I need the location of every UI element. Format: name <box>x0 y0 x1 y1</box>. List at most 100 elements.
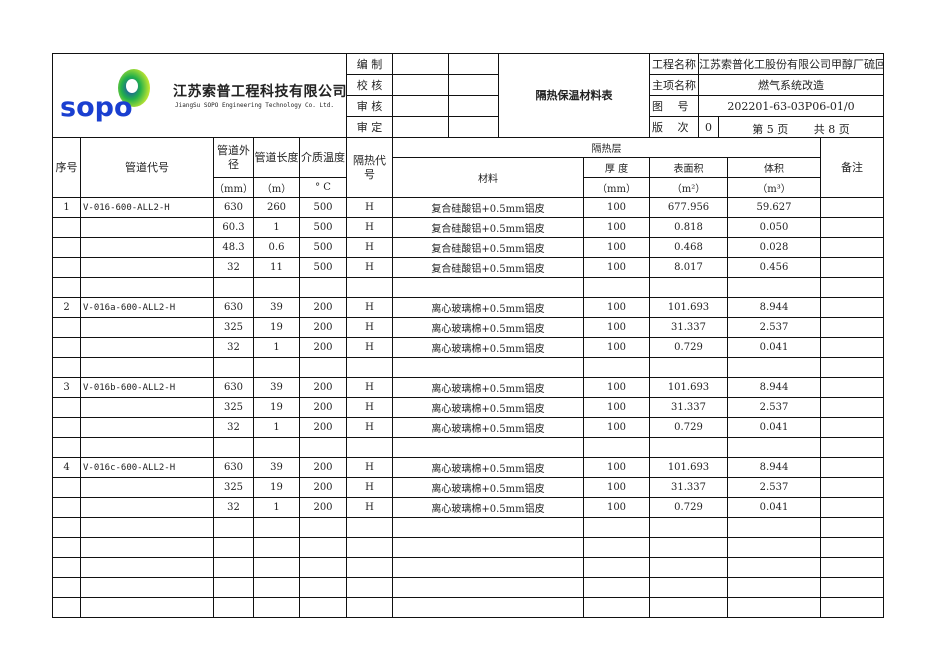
cell-outer-diameter <box>213 577 254 598</box>
cell-insulation-code <box>346 517 393 538</box>
cell-material: 离心玻璃棉+0.5mm铝皮 <box>392 397 584 418</box>
cell-pipe-length: 1 <box>253 497 300 518</box>
cell-pipe-length <box>253 597 300 618</box>
sign-cell <box>448 116 499 138</box>
cell-surface-area <box>649 357 728 378</box>
cell-pipe-length <box>253 277 300 298</box>
cell-outer-diameter: 32 <box>213 337 254 358</box>
cell-material: 复合硅酸铝+0.5mm铝皮 <box>392 237 584 258</box>
cell-pipe-length: 1 <box>253 337 300 358</box>
cell-outer-diameter: 32 <box>213 417 254 438</box>
company-name-en: JiangSu SOPO Engineering Technology Co. … <box>175 102 334 109</box>
cell-pipe-length <box>253 537 300 558</box>
table-row: 48.3 0.6 500 H 复合硅酸铝+0.5mm铝皮 100 0.468 0.028 <box>52 237 884 258</box>
cell-volume: 2.537 <box>727 317 821 338</box>
cell-outer-diameter <box>213 437 254 458</box>
cell-insulation-code <box>346 537 393 558</box>
cell-material <box>392 577 584 598</box>
cell-insulation-code: H <box>346 457 393 478</box>
cell-insulation-code: H <box>346 297 393 318</box>
unit-od: （mm） <box>213 177 254 198</box>
cell-pipe-length <box>253 517 300 538</box>
table-row: 2 V-016a-600-ALL2-H 630 39 200 H 离心玻璃棉+0.5mm铝皮… <box>52 297 884 318</box>
sign-cell <box>448 95 499 117</box>
cell-pipe-code <box>80 397 214 418</box>
page-info: 第 5 页 共 8 页 <box>718 116 884 138</box>
cell-row-no: 2 <box>52 297 81 318</box>
cell-medium-temp: 200 <box>299 497 347 518</box>
cell-surface-area: 31.337 <box>649 397 728 418</box>
cell-material: 离心玻璃棉+0.5mm铝皮 <box>392 297 584 318</box>
cell-outer-diameter: 630 <box>213 197 254 218</box>
unit-length: （m） <box>253 177 300 198</box>
insulation-table: 序号 管道代号 管道外径 管道长度 介质温度 隔热代号 隔热层 备注 材料 厚 … <box>52 137 884 618</box>
cell-row-no: 3 <box>52 377 81 398</box>
cell-insulation-code: H <box>346 317 393 338</box>
sign-label-approve: 审 定 <box>346 116 393 138</box>
cell-medium-temp: 200 <box>299 397 347 418</box>
table-row <box>52 597 884 618</box>
cell-volume: 0.028 <box>727 237 821 258</box>
cell-outer-diameter: 630 <box>213 297 254 318</box>
cell-material: 离心玻璃棉+0.5mm铝皮 <box>392 477 584 498</box>
cell-pipe-code: V-016c-600-ALL2-H <box>80 457 214 478</box>
cell-pipe-code <box>80 417 214 438</box>
table-row: 32 1 200 H 离心玻璃棉+0.5mm铝皮 100 0.729 0.041 <box>52 497 884 518</box>
cell-surface-area: 0.818 <box>649 217 728 238</box>
cell-medium-temp <box>299 597 347 618</box>
cell-material: 复合硅酸铝+0.5mm铝皮 <box>392 257 584 278</box>
cell-remark <box>820 277 884 298</box>
col-length: 管道长度 <box>253 137 300 178</box>
cell-material <box>392 517 584 538</box>
document-title: 隔热保温材料表 <box>498 53 650 138</box>
cell-material: 复合硅酸铝+0.5mm铝皮 <box>392 197 584 218</box>
cell-outer-diameter: 630 <box>213 457 254 478</box>
cell-medium-temp <box>299 277 347 298</box>
item-value: 燃气系统改造 <box>698 74 884 96</box>
cell-surface-area: 0.729 <box>649 497 728 518</box>
cell-remark <box>820 437 884 458</box>
cell-pipe-length <box>253 357 300 378</box>
cell-volume: 59.627 <box>727 197 821 218</box>
cell-material: 离心玻璃棉+0.5mm铝皮 <box>392 457 584 478</box>
cell-thickness: 100 <box>583 397 650 418</box>
cell-outer-diameter: 325 <box>213 397 254 418</box>
cell-remark <box>820 517 884 538</box>
cell-volume: 0.456 <box>727 257 821 278</box>
cell-pipe-length: 39 <box>253 297 300 318</box>
cell-remark <box>820 477 884 498</box>
cell-row-no <box>52 477 81 498</box>
cell-insulation-code: H <box>346 417 393 438</box>
col-thickness: 厚 度 <box>583 157 650 178</box>
cell-volume <box>727 517 821 538</box>
unit-temp: ° C <box>299 177 347 198</box>
cell-surface-area <box>649 577 728 598</box>
cell-pipe-length <box>253 557 300 578</box>
cell-remark <box>820 297 884 318</box>
cell-volume <box>727 537 821 558</box>
cell-pipe-code <box>80 557 214 578</box>
cell-insulation-code <box>346 357 393 378</box>
sopo-logo: sopo <box>60 69 150 123</box>
cell-pipe-length: 1 <box>253 417 300 438</box>
cell-row-no <box>52 417 81 438</box>
cell-row-no <box>52 277 81 298</box>
cell-row-no: 1 <box>52 197 81 218</box>
cell-remark <box>820 597 884 618</box>
cell-outer-diameter <box>213 517 254 538</box>
table-row: 325 19 200 H 离心玻璃棉+0.5mm铝皮 100 31.337 2.537 <box>52 477 884 498</box>
revision-value: 0 <box>698 116 719 138</box>
table-row <box>52 277 884 298</box>
cell-volume: 0.041 <box>727 497 821 518</box>
cell-thickness <box>583 357 650 378</box>
cell-volume <box>727 557 821 578</box>
cell-insulation-code: H <box>346 237 393 258</box>
cell-thickness: 100 <box>583 217 650 238</box>
col-area: 表面积 <box>649 157 728 178</box>
col-material: 材料 <box>392 157 584 198</box>
cell-row-no <box>52 217 81 238</box>
cell-medium-temp: 200 <box>299 317 347 338</box>
cell-thickness <box>583 537 650 558</box>
col-code: 隔热代号 <box>346 137 393 198</box>
cell-thickness: 100 <box>583 497 650 518</box>
